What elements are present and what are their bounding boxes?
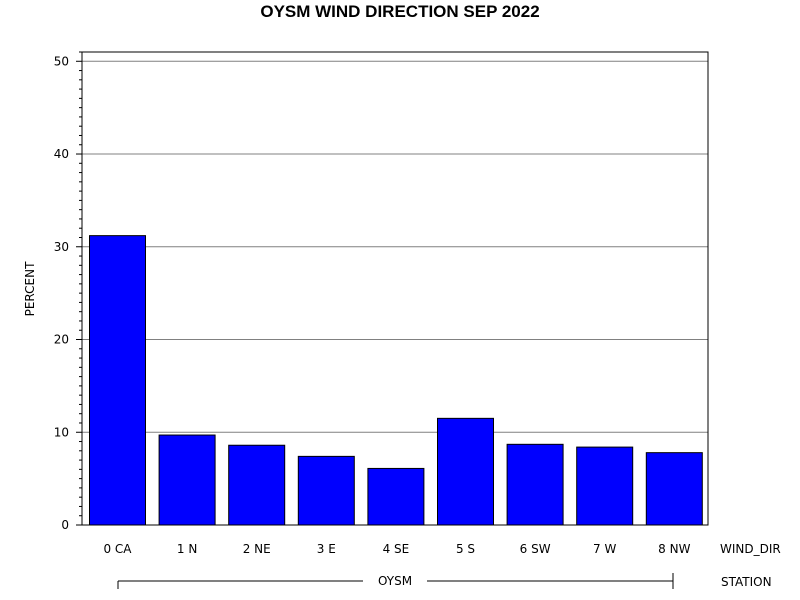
x-tick-label: 6 SW — [520, 542, 551, 556]
x-tick-label: 5 S — [456, 542, 475, 556]
plot-frame — [81, 51, 709, 526]
x-axis-title: WIND_DIR — [720, 542, 781, 556]
bar — [645, 452, 703, 526]
bar — [506, 443, 564, 526]
bar — [228, 444, 286, 526]
x-axis: 0 CA 1 N 2 NE 3 E 4 SE 5 S 6 SW 7 W 8 NW — [103, 542, 690, 556]
x-tick-label: 0 CA — [103, 542, 132, 556]
y-tick-label: 10 — [54, 425, 69, 439]
x-tick-label: 2 NE — [243, 542, 271, 556]
bar — [367, 467, 425, 526]
x-tick-label: 1 N — [177, 542, 197, 556]
x-tick-label: 3 E — [317, 542, 336, 556]
x-tick-label: 4 SE — [383, 542, 410, 556]
station-axis-title: STATION — [721, 575, 772, 589]
bar — [576, 446, 634, 526]
y-tick-label: 50 — [54, 54, 69, 68]
bar — [297, 455, 355, 526]
station-axis: OYSM STATION — [117, 573, 772, 589]
gridlines — [82, 60, 708, 433]
chart-title: OYSM WIND DIRECTION SEP 2022 — [260, 2, 539, 21]
x-tick-label: 8 NW — [658, 542, 690, 556]
y-axis-title: PERCENT — [23, 261, 37, 316]
bar — [437, 417, 494, 526]
bar — [158, 434, 216, 526]
y-axis: 0 10 20 30 40 50 — [54, 51, 82, 532]
x-tick-label: 7 W — [593, 542, 616, 556]
bar — [89, 235, 146, 526]
station-label: OYSM — [378, 574, 412, 588]
y-tick-label: 20 — [54, 333, 69, 347]
y-tick-label: 30 — [54, 240, 69, 254]
y-tick-label: 0 — [61, 518, 69, 532]
y-tick-label: 40 — [54, 147, 69, 161]
bars — [89, 235, 703, 526]
